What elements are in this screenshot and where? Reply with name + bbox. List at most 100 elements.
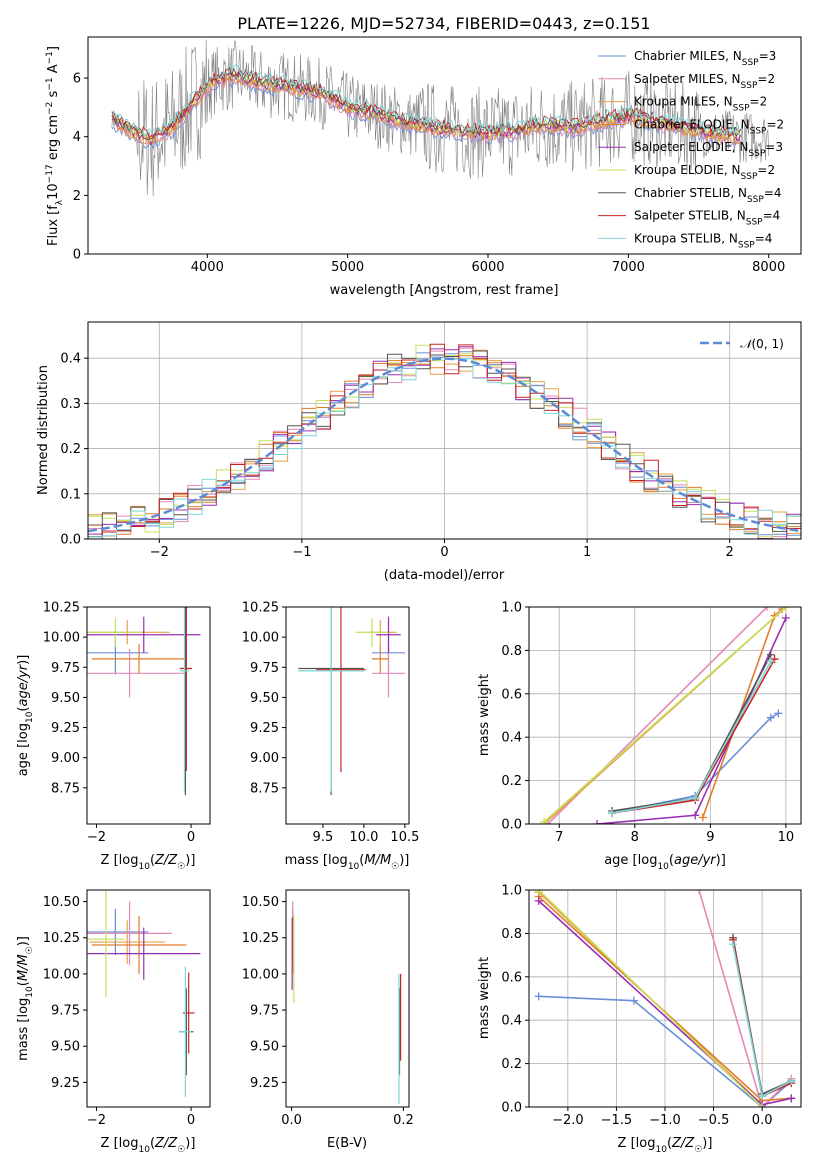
x-tick-label: 8000 <box>752 260 785 275</box>
error-bar-point <box>298 607 364 792</box>
x-tick-label: 2 <box>726 545 734 560</box>
y-tick-label: 9.75 <box>250 661 279 676</box>
x-tick-label: −1 <box>292 545 311 560</box>
y-tick-label: 9.25 <box>51 1076 80 1091</box>
legend-label: Salpeter STELIB, NSSP=4 <box>634 209 780 228</box>
x-tick-label: 0 <box>187 1113 195 1128</box>
y-tick-label: 9.25 <box>51 721 80 736</box>
mass-weight-line <box>596 617 787 824</box>
observed-spectrum-line <box>111 39 769 197</box>
y-tick-label: 0.6 <box>501 970 522 985</box>
y-tick-label: 10.50 <box>43 895 80 910</box>
mass-weight-marker <box>774 709 783 718</box>
x-axis-label: Z [log10(Z/Z☉)] <box>101 1136 196 1155</box>
y-axis-label: mass [log10(M/M☉)] <box>16 936 35 1061</box>
x-axis-label: E(B-V) <box>327 1136 367 1151</box>
error-bar-point <box>180 607 193 771</box>
mass-weight-marker <box>766 657 775 666</box>
mass-weight-marker <box>781 613 790 622</box>
axes-spectrum: 4000 5000 6000 7000 8000 0 2 4 6 Flux [fλ10−17 er… <box>45 36 802 298</box>
x-tick-label: 0.0 <box>752 1113 773 1128</box>
x-tick-label: −2 <box>87 830 106 845</box>
axes-frame <box>528 889 802 1108</box>
plot-area <box>540 607 790 824</box>
y-tick-label: 1.0 <box>501 884 522 899</box>
x-tick-label: 10.5 <box>390 830 419 845</box>
x-tick-label: 5000 <box>331 260 364 275</box>
mass-weight-line <box>543 607 787 823</box>
mass-weight-marker <box>695 890 703 894</box>
error-bar-point <box>355 617 389 647</box>
error-bar-point <box>87 901 173 966</box>
y-tick-label: 0.8 <box>501 644 522 659</box>
axes-mass-vs-ebv: 0.0 0.2 9.25 9.50 9.75 10.00 10.25 10.50 E(B-V) <box>242 889 414 1151</box>
y-tick-label: 10.00 <box>43 967 80 982</box>
y-tick-label: 0.4 <box>501 1014 522 1029</box>
y-tick-label: 0.0 <box>501 1101 522 1116</box>
y-tick-label: 0.3 <box>60 397 81 412</box>
mass-weight-marker <box>629 996 638 1005</box>
axes-weight-vs-age: 7 8 9 10 0.0 0.2 0.4 0.6 0.8 1.0 mass weight age [l… <box>477 601 802 872</box>
axes-mass-vs-z: −2 0 9.25 9.50 9.75 10.00 10.25 10.50 mass [log1… <box>16 889 211 1155</box>
axes-frame <box>87 36 802 255</box>
y-tick-label: 8.75 <box>51 781 80 796</box>
y-tick-label: 10.50 <box>242 895 279 910</box>
error-bar-point <box>179 607 190 792</box>
error-bar-point <box>87 649 187 698</box>
y-axis-label: Flux [fλ10−17 erg cm−2 s−1 A−1] <box>45 46 65 246</box>
axes-frame <box>528 606 802 825</box>
mass-weight-marker <box>540 817 549 824</box>
x-tick-label: 10 <box>778 830 795 845</box>
x-tick-label: −2 <box>87 1113 106 1128</box>
legend-label: Chabrier ELODIE, NSSP=2 <box>634 117 784 136</box>
y-tick-label: 10.00 <box>242 631 279 646</box>
y-tick-label: 0.8 <box>501 927 522 942</box>
x-tick-label: 6000 <box>471 260 504 275</box>
mass-weight-marker <box>758 1103 767 1107</box>
x-tick-label: −1.5 <box>601 1113 633 1128</box>
y-tick-label: 9.00 <box>250 751 279 766</box>
axes-frame <box>86 889 211 1108</box>
plot-area <box>291 901 402 1105</box>
axes-residuals: −2 −1 0 1 2 0.0 0.1 0.2 0.3 0.4 Normed distributio… <box>36 321 802 583</box>
y-tick-label: 10.25 <box>43 601 80 616</box>
error-bar-point <box>89 617 142 647</box>
mass-weight-marker <box>758 1092 767 1101</box>
axes-frame <box>87 321 802 540</box>
error-bar-point <box>89 920 166 964</box>
y-tick-label: 10.00 <box>242 967 279 982</box>
x-tick-label: 0 <box>440 545 448 560</box>
y-tick-label: 9.00 <box>51 751 80 766</box>
error-bar-point <box>91 916 187 974</box>
axes-age-vs-mass: 9.5 10.0 10.5 8.75 9.00 9.25 9.50 9.75 10.00 10.2… <box>242 601 420 873</box>
axes-frame <box>285 889 410 1108</box>
x-tick-label: 8 <box>631 830 639 845</box>
legend-label: Kroupa ELODIE, NSSP=2 <box>634 163 775 182</box>
y-tick-label: 0.1 <box>60 487 81 502</box>
mass-weight-marker <box>593 820 601 824</box>
plot-area <box>88 343 801 539</box>
mass-weight-marker <box>766 713 775 722</box>
y-axis-label: Normed distribution <box>36 365 51 495</box>
legend: 𝒩(0, 1) <box>700 337 784 351</box>
y-tick-label: 9.75 <box>51 661 80 676</box>
y-tick-label: 8.75 <box>250 781 279 796</box>
y-tick-label: 0.6 <box>501 687 522 702</box>
y-tick-label: 0 <box>73 248 81 263</box>
legend-label: Kroupa STELIB, NSSP=4 <box>634 231 772 250</box>
mass-weight-marker <box>787 1076 796 1085</box>
x-tick-label: −2 <box>150 545 169 560</box>
error-bar-point <box>376 616 401 653</box>
x-tick-label: −2.0 <box>552 1113 584 1128</box>
x-tick-label: 10.0 <box>349 830 378 845</box>
plot-area <box>534 890 796 1107</box>
legend-label: Chabrier STELIB, NSSP=4 <box>634 186 782 205</box>
plot-area <box>87 607 201 796</box>
error-bar-point <box>316 607 366 773</box>
error-bar-point <box>87 908 149 956</box>
y-tick-label: 0.2 <box>501 774 522 789</box>
error-bar-point <box>179 966 192 1097</box>
x-tick-label: 7 <box>555 830 563 845</box>
plot-area <box>87 890 201 1097</box>
